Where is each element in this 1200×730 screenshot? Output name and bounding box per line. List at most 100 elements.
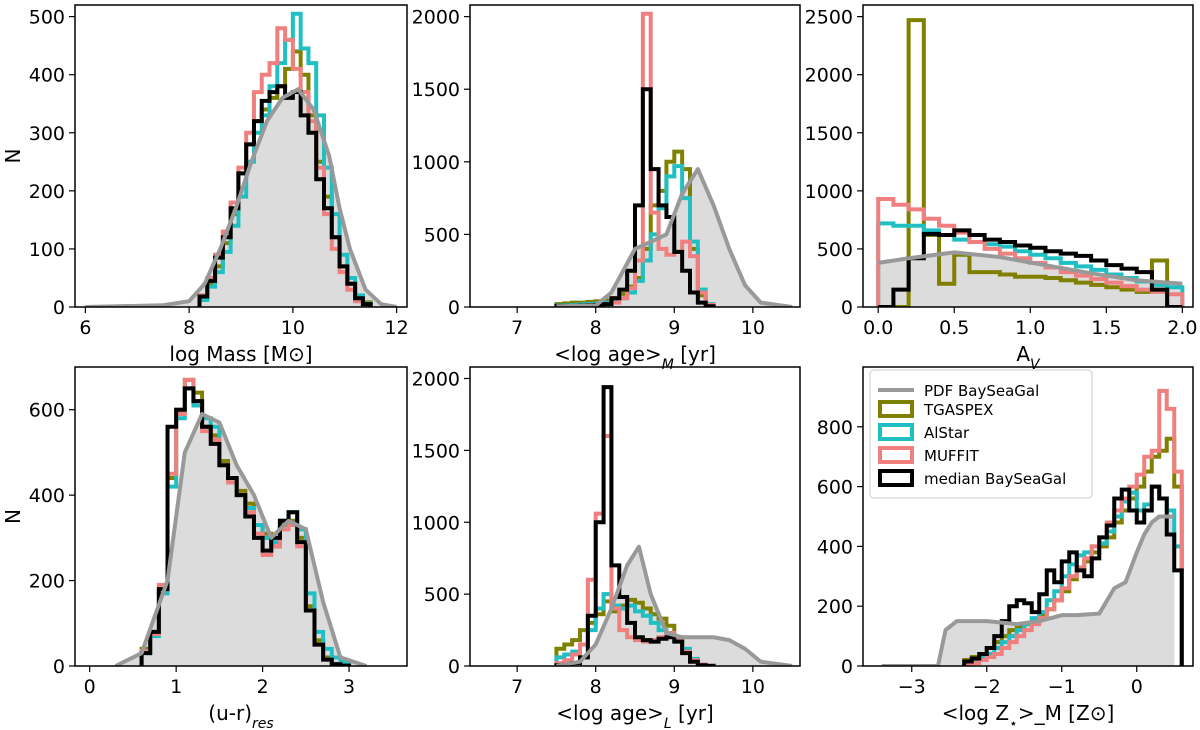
legend: PDF BaySeaGal TGASPEX AlStar MUFFIT medi… [869,369,1093,499]
pdf-line [556,167,793,307]
y-tick-label: 500 [424,224,460,246]
x-tick-label: 1.0 [1015,317,1045,339]
axes-frame [74,4,408,308]
pdf-fill-area [556,546,793,666]
x-tick-label: 10 [741,317,765,339]
axes-frame [469,4,801,308]
axis-labels: AV [1016,342,1041,373]
pdf-fill-area [115,413,367,666]
x-tick-label: 9 [668,676,680,698]
y-tick-label: 1500 [805,123,853,145]
y-tick-label: 200 [817,596,853,618]
pdf-line [556,544,793,666]
x-tick-label: 2 [257,676,269,698]
x-tick-label: 7 [511,676,523,698]
x-axis-label: AV [1016,342,1041,373]
y-tick-label: 800 [817,417,853,439]
axis-labels: <log age>L [yr] [556,701,713,730]
plot-area [881,388,1184,666]
x-tick-label: 1 [170,676,182,698]
x-tick-label: −1 [1048,676,1076,698]
y-tick-label: 200 [29,181,65,203]
x-tick-label: 10 [741,676,765,698]
plot-area [114,377,367,666]
x-tick-label: 3 [343,676,355,698]
axes-frame [469,366,801,667]
axis-labels: <log Z⋆>_M [Z⊙] [942,701,1115,730]
x-tick-label: 0.5 [939,317,969,339]
y-tick-label: 2000 [805,65,853,87]
histogram-alstar [197,11,373,307]
plot-area [876,18,1185,307]
y-tick-label: 600 [817,477,853,499]
histogram-muffit [962,388,1184,666]
y-tick-label: 1000 [805,181,853,203]
legend-entry-tgaspex: TGASPEX [878,400,993,419]
x-tick-label: 10 [281,317,305,339]
x-tick-label: 0 [1131,676,1143,698]
tick-labels: 6 8 10 12 0 100 200 300 400 500 [29,7,409,339]
y-tick-label: 400 [817,536,853,558]
y-tick-label: 2000 [412,369,460,391]
y-tick-label: 500 [424,584,460,606]
histogram-median [878,228,1183,307]
pdf-line [114,411,367,666]
x-axis-label: <log age>L [yr] [556,701,713,730]
y-tick-label: 1500 [412,79,460,101]
y-tick-label: 0 [841,297,853,319]
legend-label-pdf: PDF BaySeaGal [924,382,1039,400]
y-tick-label: 0 [53,297,65,319]
x-tick-label: −2 [973,676,1001,698]
legend-entry-alstar: AlStar [878,423,970,442]
x-axis-label: (u-r)res [208,701,273,730]
y-tick-label: 1000 [412,512,460,534]
y-tick-label: 500 [29,7,65,29]
axes-frame [862,366,1194,667]
y-tick-label: 2000 [412,7,460,29]
legend-swatch-alstar [878,423,914,441]
legend-swatch-median [878,469,914,487]
y-axis-label: N [1,149,25,164]
legend-label-tgaspex: TGASPEX [923,401,993,419]
x-tick-label: 9 [668,317,680,339]
legend-box [869,369,1093,499]
y-tick-label: 1500 [412,440,460,462]
axis-labels: (u-r)res N [1,509,274,730]
histogram-median [962,484,1184,666]
legend-swatch-muffit [878,446,914,464]
pdf-line [85,87,397,307]
legend-swatch-tgaspex [878,400,914,418]
axis-labels: <log age>M [yr] [554,342,716,373]
x-tick-label: −3 [898,676,926,698]
tick-labels: 7 8 9 10 0 500 1000 1500 2000 [412,7,765,339]
legend-label-median: median BaySeaGal [924,470,1066,488]
tick-labels: 7 8 9 10 0 500 1000 1500 2000 [412,369,765,699]
x-tick-label: 2.0 [1167,317,1197,339]
y-tick-label: 2500 [805,7,853,29]
panel-mass-histogram: 6 8 10 12 0 100 200 300 400 500 log Mass [M⊙] N [1,4,409,366]
y-tick-label: 400 [29,65,65,87]
x-axis-label: <log Z⋆>_M [Z⊙] [942,701,1115,730]
y-tick-label: 600 [29,400,65,422]
y-tick-label: 0 [841,656,853,678]
x-tick-label: 8 [183,317,195,339]
y-tick-label: 300 [29,123,65,145]
x-tick-label: 1.5 [1091,317,1121,339]
y-tick-label: 1000 [412,152,460,174]
panel-metallicity-histogram: −3 −2 −1 0 0 200 400 600 800 <log Z⋆>_M [Z⊙] PDF … [817,366,1194,730]
legend-label-muffit: MUFFIT [924,447,980,465]
histogram-median [139,386,352,666]
legend-entry-muffit: MUFFIT [878,446,980,465]
x-tick-label: 0.0 [863,317,893,339]
tick-labels: −3 −2 −1 0 0 200 400 600 800 [817,417,1143,698]
panel-light-weighted-age-histogram: 7 8 9 10 0 500 1000 1500 2000 <log age>L [yr] [412,366,801,730]
legend-entry-pdf: PDF BaySeaGal [878,382,1039,400]
axes-frame [74,366,408,667]
tick-labels: 0 1 2 3 0 200 400 600 [29,400,355,698]
y-axis-label: N [1,509,25,524]
x-axis-label: log Mass [M⊙] [169,342,312,366]
tick-labels: 0.0 0.5 1.0 1.5 2.0 0 500 1000 1500 2000 2500 [805,7,1198,339]
y-tick-label: 0 [53,656,65,678]
x-tick-label: 0 [84,676,96,698]
